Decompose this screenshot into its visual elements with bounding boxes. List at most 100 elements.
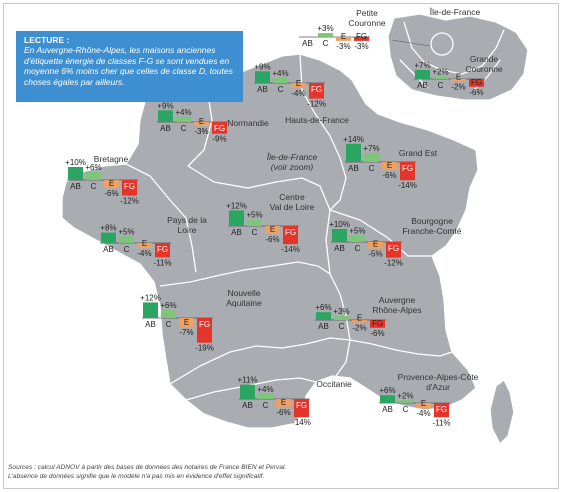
bar-e <box>179 318 194 328</box>
bar-value-label: +4% <box>257 385 273 394</box>
bar-fg <box>354 37 369 41</box>
region-chart-centre-val-de-loire: Centre Val de Loire +12% AB +5% C -6%E -14% FG <box>226 192 314 254</box>
bar-ab <box>380 395 395 403</box>
region-chart-provence-alpes-cote-d-azur: Provence-Alpes-Côte d'Azur+6% AB +2% C -4%E -1… <box>379 372 479 427</box>
bar-value-label: -11% <box>153 258 171 267</box>
bar-category-label: AB <box>257 85 268 94</box>
lecture-box: LECTURE : En Auvergne-Rhône-Alpes, les m… <box>16 31 243 102</box>
bar-category-label: FG <box>471 78 482 87</box>
region-label-bourgogne-franche-comte: Bourgogne Franche-Comté <box>402 216 461 236</box>
bar-fg <box>212 122 227 134</box>
bar-category-label: E <box>421 399 426 408</box>
region-chart-bretagne: Bretagne +10% AB +6% C -6%E -12% FG <box>65 154 139 206</box>
bar-category-label: AB <box>382 405 393 414</box>
bar-value-label: -4% <box>416 409 430 418</box>
region-chart-occitanie: Occitanie +11% AB +4% C -6%E -14% FG <box>237 376 352 428</box>
bar-value-label: -6% <box>276 408 290 417</box>
region-label-grande-couronne: Grande Couronne <box>465 54 503 74</box>
bar-e <box>451 79 466 82</box>
bar-fg <box>155 243 170 258</box>
bar-category-label: C <box>403 405 409 414</box>
bar-ab <box>101 232 116 243</box>
region-label-auvergne-rhone-alpes: Auvergne Rhône-Alpes <box>372 295 421 315</box>
bar-value-label: -3% <box>336 42 350 51</box>
bar-c <box>161 310 176 318</box>
bar-value-label: -9% <box>212 135 226 144</box>
bar-e <box>194 122 209 126</box>
bar-category-label: FG <box>388 244 399 253</box>
bar-category-label: E <box>341 32 346 41</box>
bar-value-label: +10% <box>65 158 86 167</box>
bar-category-label: FG <box>214 124 225 133</box>
bar-category-label: C <box>278 85 284 94</box>
bar-e <box>137 243 152 249</box>
bar-category-label: FG <box>311 85 322 94</box>
petite-couronne-shape <box>430 32 454 56</box>
bar-value-label: -14% <box>281 245 300 254</box>
bar-ab <box>316 312 331 320</box>
bar-category-label: C <box>369 164 375 173</box>
bar-category-label: AB <box>334 244 345 253</box>
bar-ab <box>332 229 347 242</box>
bar-category-label: FG <box>372 319 383 328</box>
region-chart-grand-est: Grand Est +14% AB +7% C -6%E -14% FG <box>343 135 438 190</box>
bar-fg <box>294 399 309 418</box>
bar-ab <box>68 167 83 180</box>
bar-category-label: FG <box>157 245 168 254</box>
bar-fg <box>400 162 415 181</box>
bar-category-label: E <box>142 239 147 248</box>
bar-value-label: +2% <box>432 67 448 76</box>
bar-value-label: +3% <box>317 24 333 33</box>
bar-value-label: +12% <box>226 201 247 210</box>
mainland-france <box>61 53 479 429</box>
bar-value-label: +5% <box>246 211 262 220</box>
bar-category-label: AB <box>70 182 81 191</box>
bar-category-label: FG <box>402 164 413 173</box>
petite-couronne-leader <box>391 39 431 47</box>
bar-value-label: +7% <box>363 144 379 153</box>
bar-value-label: +6% <box>315 303 331 312</box>
bar-category-label: C <box>339 322 345 331</box>
bar-value-label: +4% <box>175 108 191 117</box>
bar-category-label: AB <box>302 39 313 48</box>
bar-category-label: FG <box>356 32 367 41</box>
bar-value-label: -14% <box>398 181 417 190</box>
bar-category-label: FG <box>296 401 307 410</box>
bar-value-label: -3% <box>354 42 368 51</box>
bar-category-label: AB <box>160 124 171 133</box>
bar-fg <box>197 318 212 343</box>
bar-category-label: E <box>270 225 275 234</box>
bar-value-label: -14% <box>292 418 311 427</box>
bar-e <box>352 320 367 323</box>
region-label-hauts-de-france: Hauts-de-France <box>285 115 349 125</box>
bar-value-label: +9% <box>157 101 173 110</box>
bar-category-label: E <box>373 240 378 249</box>
bar-ab <box>229 210 244 226</box>
bar-category-label: FG <box>124 182 135 191</box>
bar-value-label: -12% <box>384 259 403 268</box>
region-chart-hauts-de-france: Hauts-de-France +9% AB +4% C -4%E -12% FG <box>254 62 349 125</box>
bar-ab <box>255 71 270 83</box>
bar-category-label: C <box>181 124 187 133</box>
bar-category-label: AB <box>318 322 329 331</box>
bar-value-label: +11% <box>237 376 257 385</box>
bar-category-label: C <box>438 81 444 90</box>
bar-value-label: +6% <box>160 301 176 310</box>
bar-value-label: -4% <box>137 249 151 258</box>
bar-category-label: AB <box>145 320 156 329</box>
bar-category-label: FG <box>199 320 210 329</box>
bar-value-label: +6% <box>85 163 101 172</box>
bar-value-label: -6% <box>382 171 396 180</box>
bar-category-label: E <box>456 73 461 82</box>
region-chart-auvergne-rhone-alpes: Auvergne Rhône-Alpes +6% AB +3% C -2%E -6%FG <box>315 295 422 338</box>
bar-c <box>433 76 448 79</box>
bar-value-label: +9% <box>254 62 270 71</box>
bar-value-label: -4% <box>291 89 305 98</box>
bar-value-label: -2% <box>352 324 366 333</box>
region-label-nouvelle-aquitaine: Nouvelle Aquitaine <box>226 288 262 308</box>
bar-e <box>416 403 431 409</box>
bar-category-label: E <box>296 79 301 88</box>
bar-value-label: +5% <box>349 227 365 236</box>
source-footer: Sources : calcul ADNOV à partir des base… <box>8 463 548 481</box>
